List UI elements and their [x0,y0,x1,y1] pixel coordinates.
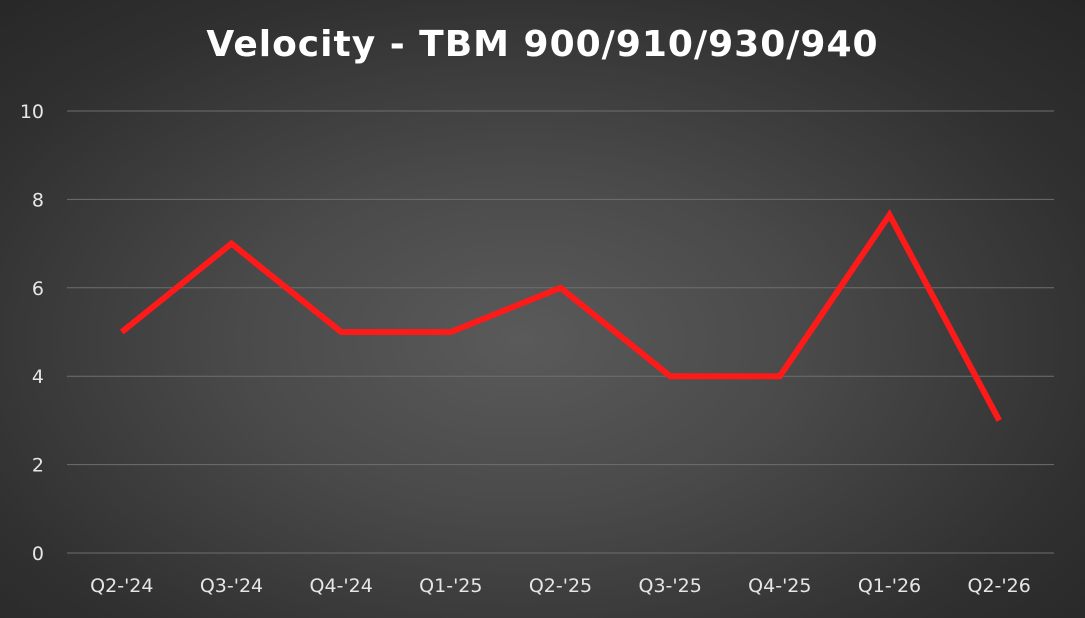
y-tick-label: 6 [32,278,44,300]
x-tick-label: Q1-'26 [858,575,921,597]
x-tick-label: Q2-'26 [968,575,1031,597]
gridlines [67,110,1054,554]
y-tick-label: 4 [32,366,44,388]
y-tick-label: 8 [32,189,44,211]
y-tick-label: 0 [32,543,44,565]
series-lines [119,209,1002,422]
x-axis-tick-labels: Q2-'24 Q3-'24 Q4-'24 Q1-'25 Q2-'25 Q3-'25 Q4-'… [90,575,1031,597]
series-line-0 [119,209,1002,422]
x-tick-label: Q3-'24 [200,575,263,597]
y-tick-label: 2 [32,455,44,477]
x-tick-label: Q2-'25 [529,575,592,597]
x-tick-label: Q1-'25 [419,575,482,597]
x-tick-label: Q4-'25 [748,575,811,597]
y-axis-tick-labels: 0 2 4 6 8 10 [20,101,44,565]
x-tick-label: Q3-'25 [639,575,702,597]
x-tick-label: Q4-'24 [310,575,373,597]
y-tick-label: 10 [20,101,44,123]
x-tick-label: Q2-'24 [90,575,153,597]
chart-title: Velocity - TBM 900/910/930/940 [206,24,879,65]
